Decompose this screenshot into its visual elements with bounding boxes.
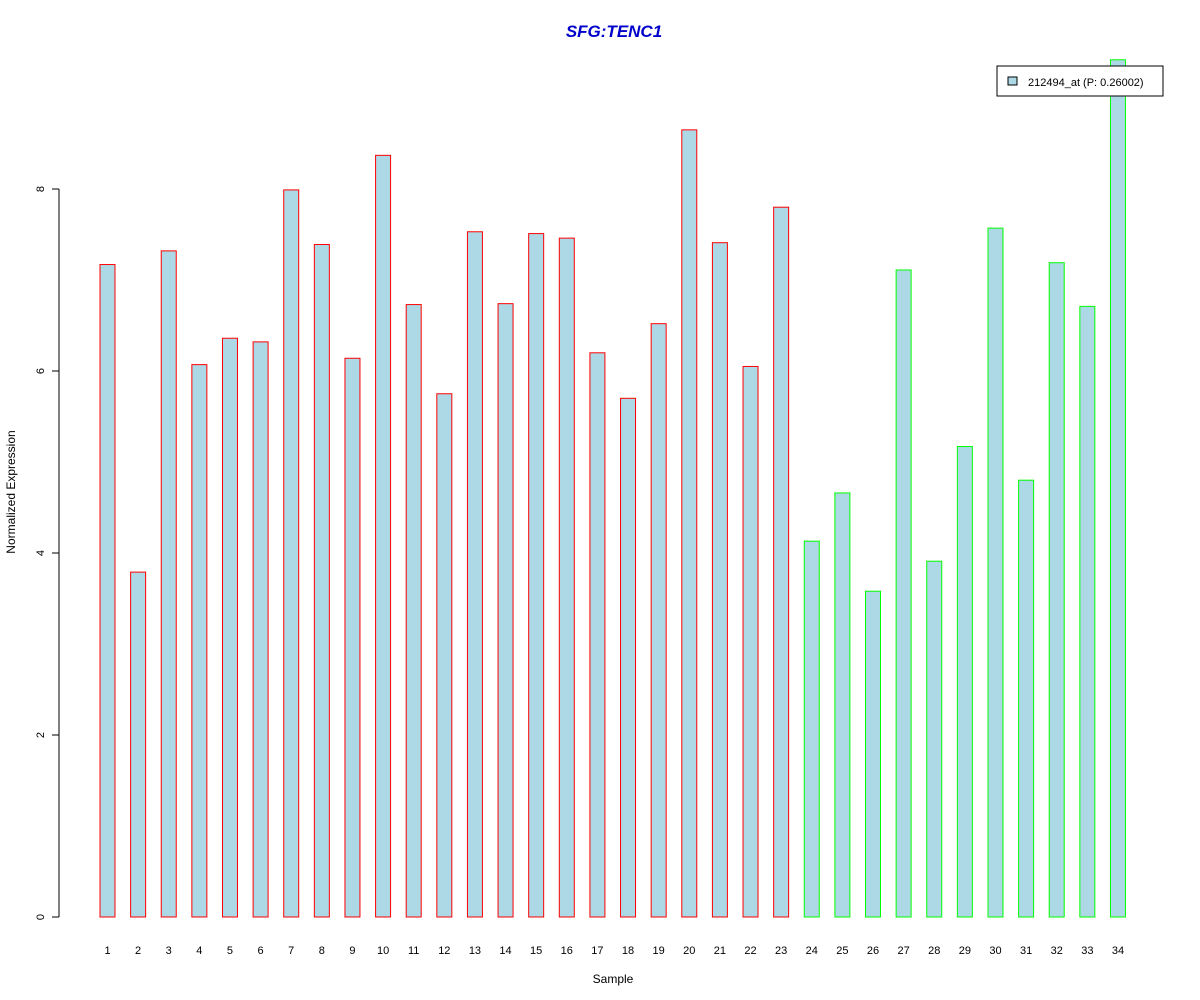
bar-sample-16 bbox=[558, 237, 575, 918]
x-tick-label: 26 bbox=[867, 945, 879, 957]
x-tick-label: 10 bbox=[377, 945, 389, 957]
bar-sample-29 bbox=[956, 446, 973, 918]
x-tick-label: 1 bbox=[104, 945, 110, 957]
bar-sample-24 bbox=[803, 540, 820, 918]
bar-sample-26 bbox=[865, 590, 881, 918]
bar-sample-22 bbox=[742, 365, 759, 918]
chart-title: SFG:TENC1 bbox=[566, 22, 662, 41]
x-tick-label: 12 bbox=[438, 945, 450, 957]
legend-swatch bbox=[1007, 76, 1018, 86]
bar-sample-5 bbox=[221, 337, 238, 918]
bar-sample-10 bbox=[375, 154, 392, 918]
x-tick-label: 23 bbox=[775, 945, 787, 957]
x-tick-label: 31 bbox=[1020, 945, 1032, 957]
bar-sample-12 bbox=[436, 393, 453, 918]
x-tick-label: 34 bbox=[1112, 945, 1124, 957]
bar-sample-14 bbox=[497, 303, 514, 918]
bar-sample-23 bbox=[773, 206, 790, 918]
bar-sample-9 bbox=[344, 357, 361, 918]
bar-sample-8 bbox=[313, 244, 330, 918]
x-tick-label: 27 bbox=[897, 945, 909, 957]
x-tick-label: 3 bbox=[166, 945, 172, 957]
x-tick-label: 2 bbox=[135, 945, 141, 957]
x-tick-label: 29 bbox=[959, 945, 971, 957]
x-axis-labels: 1 2 3 4 5 6 7 8 9 10 11 12 13 14 15 16 17 18 19 20 21 22 23 24 2… bbox=[104, 945, 1124, 957]
bar-sample-13 bbox=[466, 231, 483, 918]
bar-sample-34 bbox=[1109, 59, 1126, 918]
x-axis-title: Sample bbox=[593, 972, 634, 986]
x-tick-label: 6 bbox=[258, 945, 264, 957]
legend-box bbox=[996, 65, 1164, 97]
y-tick-label: 0 bbox=[35, 914, 47, 920]
bar-sample-28 bbox=[926, 560, 943, 918]
bar-sample-4 bbox=[191, 364, 208, 918]
y-axis: 0 2 4 6 8 bbox=[35, 186, 60, 920]
x-tick-label: 33 bbox=[1081, 945, 1093, 957]
x-tick-label: 18 bbox=[622, 945, 634, 957]
x-tick-label: 15 bbox=[530, 945, 542, 957]
bar-sample-30 bbox=[987, 227, 1004, 918]
x-tick-label: 14 bbox=[499, 945, 511, 957]
bar-sample-11 bbox=[405, 304, 422, 918]
bar-sample-1 bbox=[99, 264, 116, 918]
x-tick-label: 20 bbox=[683, 945, 695, 957]
x-tick-label: 28 bbox=[928, 945, 940, 957]
legend-label: 212494_at (P: 0.26002) bbox=[1028, 77, 1144, 89]
x-tick-label: 22 bbox=[744, 945, 756, 957]
bar-sample-7 bbox=[283, 189, 300, 918]
x-tick-label: 21 bbox=[714, 945, 726, 957]
bar-sample-19 bbox=[650, 323, 667, 918]
bar-sample-25 bbox=[834, 492, 851, 918]
x-tick-label: 16 bbox=[561, 945, 573, 957]
legend: 212494_at (P: 0.26002) bbox=[996, 65, 1164, 97]
x-tick-label: 32 bbox=[1051, 945, 1063, 957]
x-tick-label: 5 bbox=[227, 945, 233, 957]
bar-sample-32 bbox=[1048, 262, 1065, 918]
x-tick-label: 25 bbox=[836, 945, 848, 957]
x-tick-label: 19 bbox=[653, 945, 665, 957]
x-tick-label: 8 bbox=[319, 945, 325, 957]
bars-group bbox=[99, 59, 1126, 918]
y-tick-label: 6 bbox=[35, 368, 47, 374]
x-tick-label: 11 bbox=[408, 945, 419, 957]
bar-sample-3 bbox=[160, 250, 177, 918]
x-tick-label: 7 bbox=[288, 945, 294, 957]
y-tick-label: 4 bbox=[35, 550, 47, 556]
x-tick-label: 9 bbox=[349, 945, 355, 957]
bar-sample-20 bbox=[681, 129, 698, 918]
bar-sample-31 bbox=[1018, 479, 1035, 918]
bar-sample-17 bbox=[589, 352, 606, 918]
bar-sample-2 bbox=[130, 571, 147, 918]
bar-sample-27 bbox=[895, 269, 912, 918]
y-tick-label: 2 bbox=[35, 732, 47, 738]
bar-sample-33 bbox=[1079, 305, 1096, 918]
y-axis-title: Normalized Expression bbox=[4, 430, 18, 553]
x-tick-label: 17 bbox=[591, 945, 603, 957]
bar-sample-18 bbox=[620, 397, 637, 918]
y-tick-label: 8 bbox=[35, 186, 47, 192]
bar-sample-6 bbox=[252, 341, 269, 918]
x-tick-label: 13 bbox=[469, 945, 481, 957]
bar-sample-15 bbox=[528, 233, 545, 918]
x-tick-label: 4 bbox=[196, 945, 202, 957]
x-tick-label: 30 bbox=[989, 945, 1001, 957]
x-tick-label: 24 bbox=[806, 945, 818, 957]
bar-sample-21 bbox=[711, 242, 728, 918]
